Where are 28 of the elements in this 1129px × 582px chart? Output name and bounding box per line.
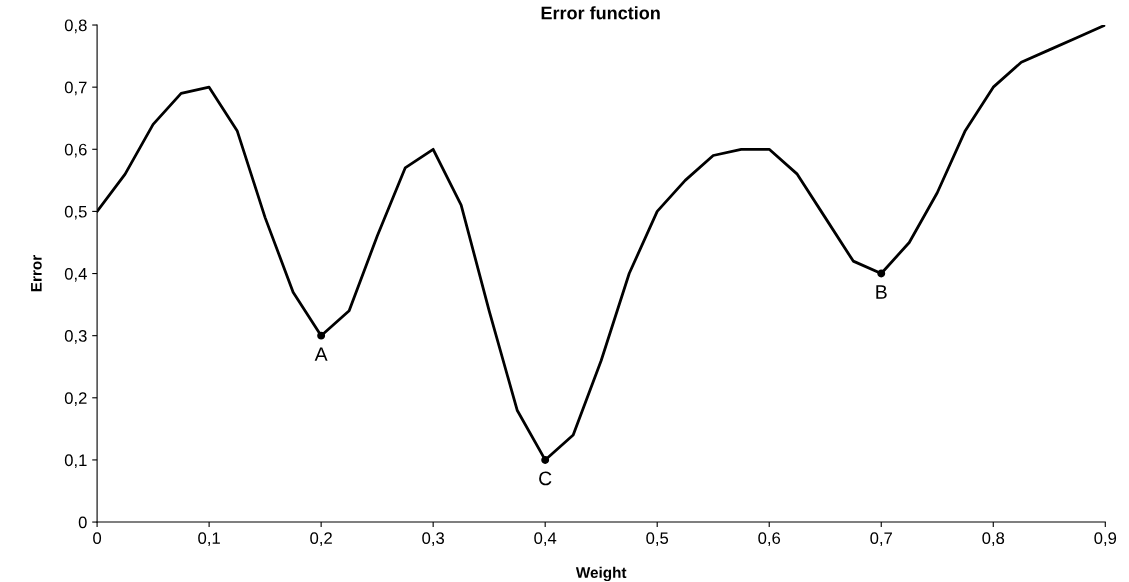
point: [877, 269, 886, 278]
y-axis-title: Error: [31, 255, 42, 292]
point: [541, 455, 550, 464]
y-tick-label: 0,1: [64, 454, 87, 469]
y-tick-label: 0,8: [64, 19, 87, 34]
y-tick-label: 0,5: [64, 205, 87, 220]
y-tick-label: 0,2: [64, 392, 87, 406]
point: [317, 331, 326, 340]
x-tick-label: 0,4: [534, 532, 557, 546]
annotation: A: [314, 347, 328, 361]
y-tick-label: 0,4: [64, 267, 87, 282]
x-tick-label: 0,3: [422, 532, 445, 546]
x-tick-label: 0,9: [1094, 532, 1117, 546]
x-tick-label: 0,6: [758, 532, 781, 546]
y-tick-label: 0,3: [64, 330, 87, 344]
y-tick-label: 0,7: [64, 81, 87, 96]
chart-title: Error function: [541, 6, 660, 20]
annotation: C: [539, 471, 552, 486]
x-tick-label: 0,8: [982, 532, 1005, 546]
x-tick-label: 0: [93, 532, 102, 545]
annotation: B: [876, 285, 887, 299]
x-axis-title: Weight: [575, 566, 627, 582]
x-tick-label: 0,7: [870, 532, 892, 546]
x-tick-label: 0,1: [198, 532, 220, 546]
y-tick-label: 0: [78, 516, 87, 529]
x-tick-label: 0,5: [646, 532, 669, 546]
y-tick-label: 0,6: [64, 143, 87, 158]
x-tick-label: 0,2: [310, 532, 332, 546]
